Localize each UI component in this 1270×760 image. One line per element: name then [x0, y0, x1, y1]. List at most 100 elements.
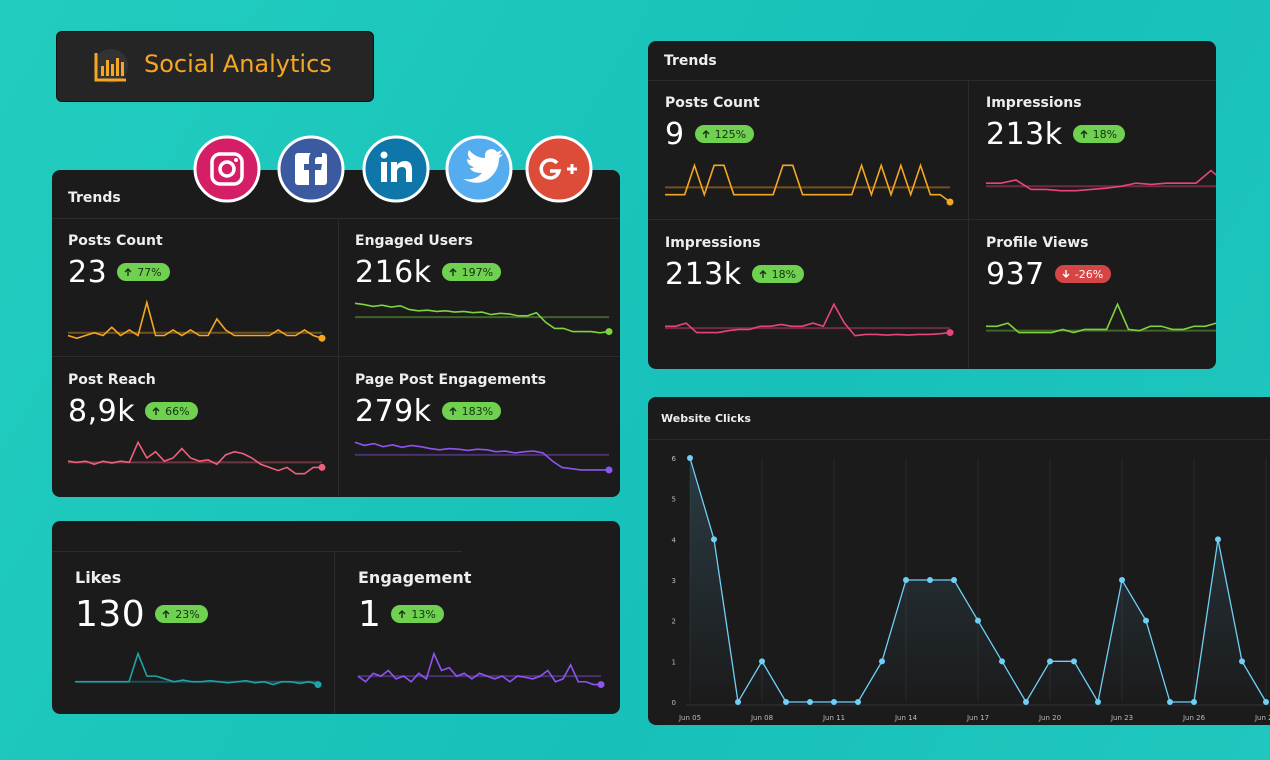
point	[1167, 699, 1173, 705]
last-point	[605, 328, 613, 336]
sparkline	[665, 162, 954, 206]
panel-title: Trends	[68, 190, 121, 206]
metric-row: 213k 18%	[986, 116, 1216, 152]
metric-row: 216k 197%	[355, 254, 620, 290]
metric-card: Engaged Users 216k 197%	[338, 218, 620, 356]
change-badge: 13%	[391, 605, 444, 623]
point	[879, 658, 885, 665]
app-header: Social Analytics	[56, 31, 374, 102]
point	[1143, 617, 1149, 624]
facebook-icon[interactable]	[277, 135, 345, 203]
change-badge: 125%	[694, 125, 755, 143]
metric-row: 279k 183%	[355, 393, 620, 429]
point	[1119, 577, 1125, 583]
metric-label: Impressions	[986, 95, 1082, 111]
change-text: 18%	[771, 267, 797, 281]
x-tick-label: Jun 11	[822, 714, 845, 722]
metric-card: Impressions 213k 18%	[648, 219, 968, 369]
point	[759, 658, 765, 665]
point	[1047, 658, 1053, 665]
metric-card: Profile Views 937 -26%	[968, 219, 1216, 369]
point	[687, 455, 693, 461]
sparkline-path	[67, 299, 323, 340]
point	[975, 617, 981, 624]
sparkline	[75, 651, 322, 689]
metric-label: Impressions	[665, 235, 761, 251]
panel-title: Trends	[664, 53, 717, 69]
instagram-icon[interactable]	[193, 135, 261, 203]
sparkline	[986, 302, 1216, 334]
change-arrow	[1080, 130, 1088, 138]
sparkline	[354, 302, 613, 336]
metric-card: Post Reach 8,9k 66%	[52, 356, 338, 497]
logo-icon	[94, 49, 128, 83]
sparkline	[354, 441, 613, 474]
metric-card: Posts Count 9 125%	[648, 80, 968, 219]
sparkline	[357, 651, 605, 689]
x-tick-label: Jun 14	[894, 714, 918, 722]
panel: Trends Posts Count 9 125% Impressions 213k 18%…	[648, 41, 1216, 369]
metric-card: Engagement 1 13%	[334, 551, 620, 714]
change-text: 23%	[175, 607, 200, 621]
change-arrow	[702, 130, 710, 138]
metric-row: 8,9k 66%	[68, 393, 338, 429]
metric-value: 1	[358, 593, 382, 635]
point	[951, 577, 957, 583]
metric-card: Impressions 213k 18%	[968, 80, 1216, 219]
y-tick-label: 5	[672, 496, 676, 504]
sparkline-path	[665, 162, 951, 203]
sparkline-path	[665, 302, 951, 337]
x-tick-label: Jun 08	[750, 714, 773, 722]
x-tick-label: Jun 20	[1038, 714, 1061, 722]
twitter-icon[interactable]	[445, 135, 513, 203]
sparkline-path	[986, 169, 1216, 192]
point	[1191, 699, 1197, 705]
x-tick-label: Jun 17	[966, 714, 989, 722]
point	[735, 699, 741, 705]
sparkline-path	[357, 651, 601, 686]
change-arrow	[759, 270, 767, 278]
metric-row: 1 13%	[358, 592, 620, 636]
metric-label: Profile Views	[986, 235, 1089, 251]
change-arrow	[398, 610, 406, 618]
linkedin-icon[interactable]	[362, 135, 430, 203]
change-arrow	[162, 610, 170, 618]
x-tick-label: Jun 26	[1182, 714, 1206, 722]
change-badge: 23%	[155, 605, 208, 623]
sparkline-path	[354, 441, 609, 471]
area	[690, 458, 1266, 702]
change-text: 125%	[714, 127, 747, 141]
last-point	[318, 334, 326, 342]
change-arrow	[124, 268, 132, 276]
metric-row: 9 125%	[665, 116, 968, 152]
metric-label: Engagement	[358, 568, 472, 587]
y-tick-label: 6	[672, 455, 677, 463]
change-arrow	[152, 407, 160, 415]
change-text: 13%	[411, 607, 436, 621]
last-point	[605, 466, 613, 474]
point	[1071, 658, 1077, 665]
last-point	[597, 681, 605, 689]
change-arrow	[449, 268, 457, 276]
point	[999, 658, 1005, 665]
metric-value: 279k	[355, 393, 432, 429]
sparkline-path	[75, 651, 319, 686]
metric-value: 23	[68, 254, 108, 290]
change-arrow	[1062, 270, 1070, 278]
divider	[52, 551, 462, 552]
metric-value: 9	[665, 116, 685, 152]
metric-label: Posts Count	[665, 95, 760, 111]
metric-card: Likes 130 23%	[52, 551, 334, 714]
metric-label: Page Post Engagements	[355, 372, 547, 388]
change-badge: 18%	[1072, 125, 1126, 143]
divider	[52, 218, 620, 219]
google-plus-icon[interactable]	[525, 135, 593, 203]
change-text: 183%	[461, 404, 494, 418]
sparkline	[67, 299, 326, 342]
metric-card: Posts Count 23 77%	[52, 218, 338, 356]
panel: Website Clicks Jun 05 Jun 08 Jun 11 Jun 14 Ju…	[648, 397, 1270, 725]
x-tick-label: Jun 05	[678, 714, 701, 722]
metric-label: Engaged Users	[355, 233, 473, 249]
x-tick-label: Jun 29	[1254, 714, 1270, 722]
metric-value: 8,9k	[68, 393, 136, 429]
